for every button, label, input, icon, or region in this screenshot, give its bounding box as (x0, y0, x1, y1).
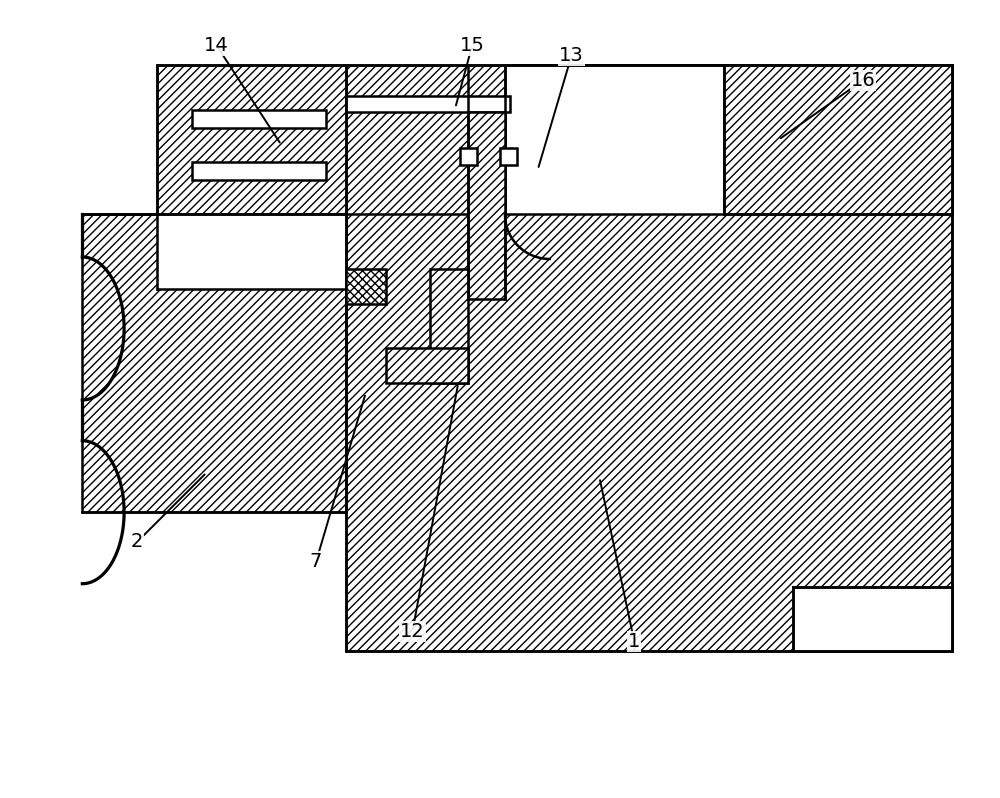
Text: 7: 7 (310, 552, 322, 571)
Text: 12: 12 (400, 622, 425, 641)
Polygon shape (430, 269, 468, 383)
Polygon shape (505, 65, 724, 215)
Polygon shape (724, 65, 952, 215)
Bar (346, 96, 510, 112)
Polygon shape (82, 215, 346, 512)
Polygon shape (468, 112, 505, 298)
Bar (500, 148, 517, 164)
Polygon shape (157, 65, 346, 215)
Text: 1: 1 (628, 632, 640, 651)
Polygon shape (346, 65, 952, 651)
Text: 13: 13 (559, 46, 584, 65)
Text: 14: 14 (204, 36, 229, 55)
Bar (192, 110, 326, 128)
Bar (192, 162, 326, 180)
Polygon shape (157, 215, 346, 289)
Text: 16: 16 (851, 71, 875, 89)
Text: 2: 2 (131, 532, 143, 551)
Polygon shape (346, 269, 386, 304)
Polygon shape (793, 587, 952, 651)
Text: 15: 15 (460, 36, 485, 55)
Polygon shape (386, 349, 468, 383)
Bar (460, 148, 477, 164)
